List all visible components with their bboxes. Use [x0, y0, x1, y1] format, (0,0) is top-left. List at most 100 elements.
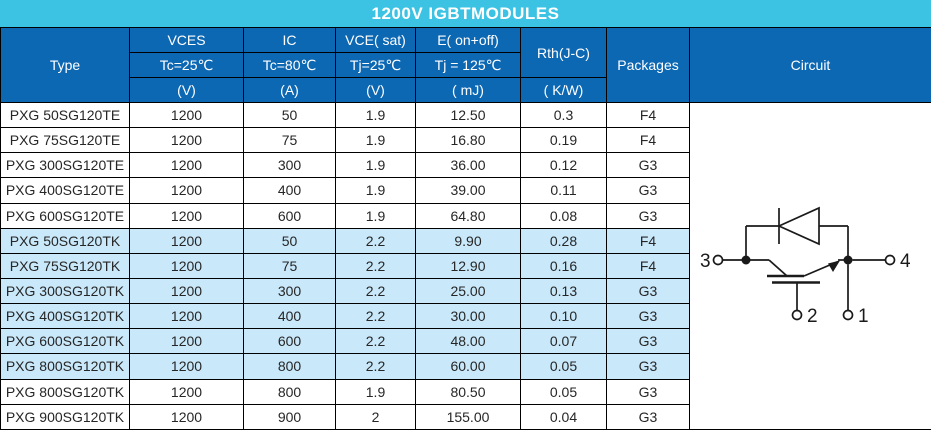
diode-triangle [776, 206, 820, 246]
cell-e-onoff: 155.00 [415, 403, 521, 430]
cell-e-onoff: 9.90 [415, 227, 521, 254]
table-row: PXG 300SG120TE 1200 300 1.9 36.00 0.12 G… [0, 152, 931, 179]
col-header-vces: VCES [129, 27, 244, 53]
col-header-vces-unit: (V) [129, 77, 244, 103]
igbt-emitter-arrow [828, 260, 840, 272]
table-row: PXG 75SG120TK 1200 75 2.2 12.90 0.16 F4 [0, 252, 931, 279]
cell-vce-sat: 1.9 [335, 202, 416, 229]
cell-ic: 400 [243, 177, 336, 204]
table-row: PXG 50SG120TK 1200 50 2.2 9.90 0.28 F4 [0, 227, 931, 254]
cell-ic: 600 [243, 328, 336, 355]
table-row: PXG 400SG120TK 1200 400 2.2 30.00 0.10 G… [0, 303, 931, 330]
cell-type: PXG 600SG120TK [0, 328, 130, 355]
terminal-2-label: 2 [807, 306, 818, 327]
cell-vce-sat: 2.2 [335, 328, 416, 355]
col-header-vce-sat-condition: Tj=25℃ [335, 52, 416, 78]
col-header-ic: IC [243, 27, 336, 53]
cell-vces: 1200 [129, 101, 244, 129]
cell-packages: G3 [606, 353, 690, 380]
cell-packages: G3 [606, 152, 690, 179]
cell-packages: G3 [606, 303, 690, 330]
cell-vce-sat: 2.2 [335, 277, 416, 305]
igbt-circuit-diagram: 3 4 1 2 [700, 206, 911, 327]
cell-rth: 0.12 [520, 152, 607, 179]
page-title-text: 1200V IGBTMODULES [371, 3, 560, 23]
col-header-e-onoff-unit: ( mJ) [415, 77, 521, 103]
cell-ic: 800 [243, 353, 336, 380]
cell-type: PXG 400SG120TE [0, 177, 130, 204]
col-header-vce-sat: VCE( sat) [335, 27, 416, 53]
cell-rth: 0.16 [520, 252, 607, 279]
col-header-vce-sat-unit: (V) [335, 77, 416, 103]
cell-type: PXG 400SG120TK [0, 303, 130, 330]
cell-type: PXG 900SG120TK [0, 403, 130, 430]
cell-packages: G3 [606, 378, 690, 405]
cell-e-onoff: 80.50 [415, 378, 521, 405]
cell-rth: 0.07 [520, 328, 607, 355]
cell-e-onoff: 12.90 [415, 252, 521, 279]
table-row: PXG 800SG120TK 1200 800 1.9 80.50 0.05 G… [0, 378, 931, 405]
table-row: PXG 50SG120TE 1200 50 1.9 12.50 0.3 F4 3 [0, 101, 931, 430]
cell-rth: 0.05 [520, 378, 607, 405]
cell-ic: 50 [243, 227, 336, 254]
cell-packages: F4 [606, 252, 690, 279]
cell-vces: 1200 [129, 328, 244, 355]
terminal-4-label: 4 [900, 251, 911, 272]
cell-packages: F4 [606, 227, 690, 254]
circuit-cell: 3 4 1 2 [689, 102, 931, 430]
cell-e-onoff: 64.80 [415, 202, 521, 229]
cell-e-onoff: 16.80 [415, 127, 521, 154]
cell-vce-sat: 2.2 [335, 252, 416, 279]
terminal-4-node [884, 254, 896, 266]
spec-table-body: PXG 50SG120TE 1200 50 1.9 12.50 0.3 F4 3 [0, 101, 931, 430]
cell-vce-sat: 1.9 [335, 152, 416, 179]
col-header-packages: Packages [606, 27, 690, 103]
cell-type: PXG 75SG120TK [0, 252, 130, 279]
cell-ic: 300 [243, 277, 336, 305]
cell-type: PXG 300SG120TE [0, 152, 130, 179]
cell-e-onoff: 39.00 [415, 177, 521, 204]
cell-vces: 1200 [129, 353, 244, 380]
col-header-vces-condition: Tc=25℃ [129, 52, 244, 78]
cell-type: PXG 800SG120TK [0, 378, 130, 405]
cell-ic: 600 [243, 202, 336, 229]
terminal-1-node [842, 309, 854, 321]
terminal-3-node [712, 254, 724, 266]
page-title: 1200V IGBTMODULES [0, 0, 931, 27]
cell-type: PXG 50SG120TE [0, 101, 130, 129]
cell-vces: 1200 [129, 127, 244, 154]
table-row: PXG 600SG120TK 1200 600 2.2 48.00 0.07 G… [0, 328, 931, 355]
cell-rth: 0.11 [520, 177, 607, 204]
cell-packages: F4 [606, 101, 690, 129]
igbt-collector-lead [768, 259, 788, 277]
terminal-1-label: 1 [858, 306, 869, 327]
cell-rth: 0.10 [520, 303, 607, 330]
cell-rth: 0.08 [520, 202, 607, 229]
terminal-3-label: 3 [700, 251, 711, 272]
cell-packages: G3 [606, 328, 690, 355]
cell-vces: 1200 [129, 277, 244, 305]
cell-vce-sat: 1.9 [335, 101, 416, 129]
cell-rth: 0.05 [520, 353, 607, 380]
cell-vces: 1200 [129, 303, 244, 330]
cell-packages: G3 [606, 277, 690, 305]
cell-rth: 0.28 [520, 227, 607, 254]
table-row: PXG 75SG120TE 1200 75 1.9 16.80 0.19 F4 [0, 127, 931, 154]
cell-packages: G3 [606, 202, 690, 229]
cell-packages: G3 [606, 403, 690, 430]
cell-vces: 1200 [129, 378, 244, 405]
col-header-ic-condition: Tc=80℃ [243, 52, 336, 78]
cell-vce-sat: 2.2 [335, 353, 416, 380]
cell-e-onoff: 48.00 [415, 328, 521, 355]
cell-rth: 0.13 [520, 277, 607, 305]
col-header-rth-unit: ( K/W) [520, 77, 607, 103]
cell-type: PXG 800SG120TK [0, 353, 130, 380]
cell-rth: 0.19 [520, 127, 607, 154]
cell-vces: 1200 [129, 152, 244, 179]
cell-type: PXG 75SG120TE [0, 127, 130, 154]
cell-vces: 1200 [129, 403, 244, 430]
cell-e-onoff: 36.00 [415, 152, 521, 179]
cell-packages: F4 [606, 127, 690, 154]
col-header-ic-unit: (A) [243, 77, 336, 103]
